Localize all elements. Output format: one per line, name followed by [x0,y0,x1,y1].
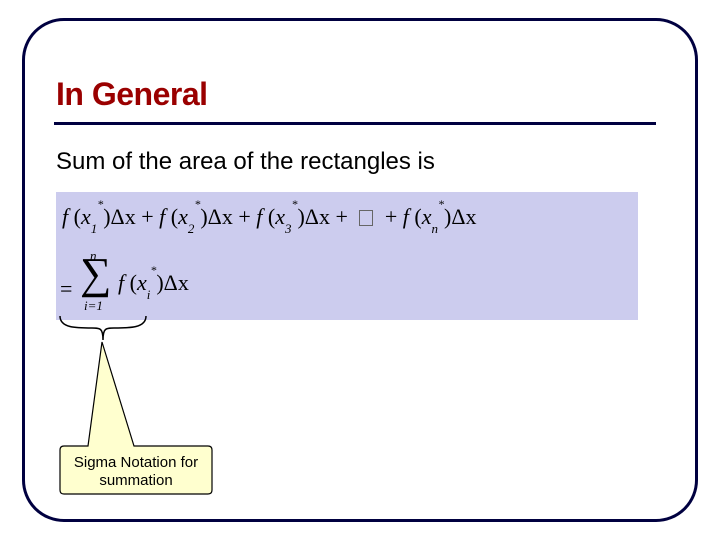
plus-2: + [238,204,250,229]
callout-line2: summation [99,472,172,489]
callout-line1: Sigma Notation for [74,454,198,471]
sigma-body: f (xi*)Δx [118,270,189,299]
sigma-lower: i=1 [84,298,103,314]
slide-title: In General [56,76,208,113]
term-n: f (xn*)Δx [403,204,477,229]
title-rule [54,122,656,125]
callout: Sigma Notation for summation [54,338,214,498]
term-3: f (x3*)Δx [256,204,335,229]
slide: In General Sum of the area of the rectan… [0,0,720,540]
plus-1: + [141,204,153,229]
plus-4: + [385,204,397,229]
term-2: f (x2*)Δx [159,204,238,229]
plus-3: + [335,204,347,229]
body-text: Sum of the area of the rectangles is [56,148,435,176]
equals-sign: = [60,276,72,302]
formula-sigma: = n ∑ i=1 f (xi*)Δx [60,246,260,318]
sigma-symbol: ∑ [80,252,111,296]
formula-expanded: f (x1*)Δx + f (x2*)Δx + f (x3*)Δx + + f … [62,204,477,233]
ellipsis-placeholder [359,210,373,226]
term-1: f (x1*)Δx [62,204,141,229]
callout-label: Sigma Notation for summation [64,454,208,490]
